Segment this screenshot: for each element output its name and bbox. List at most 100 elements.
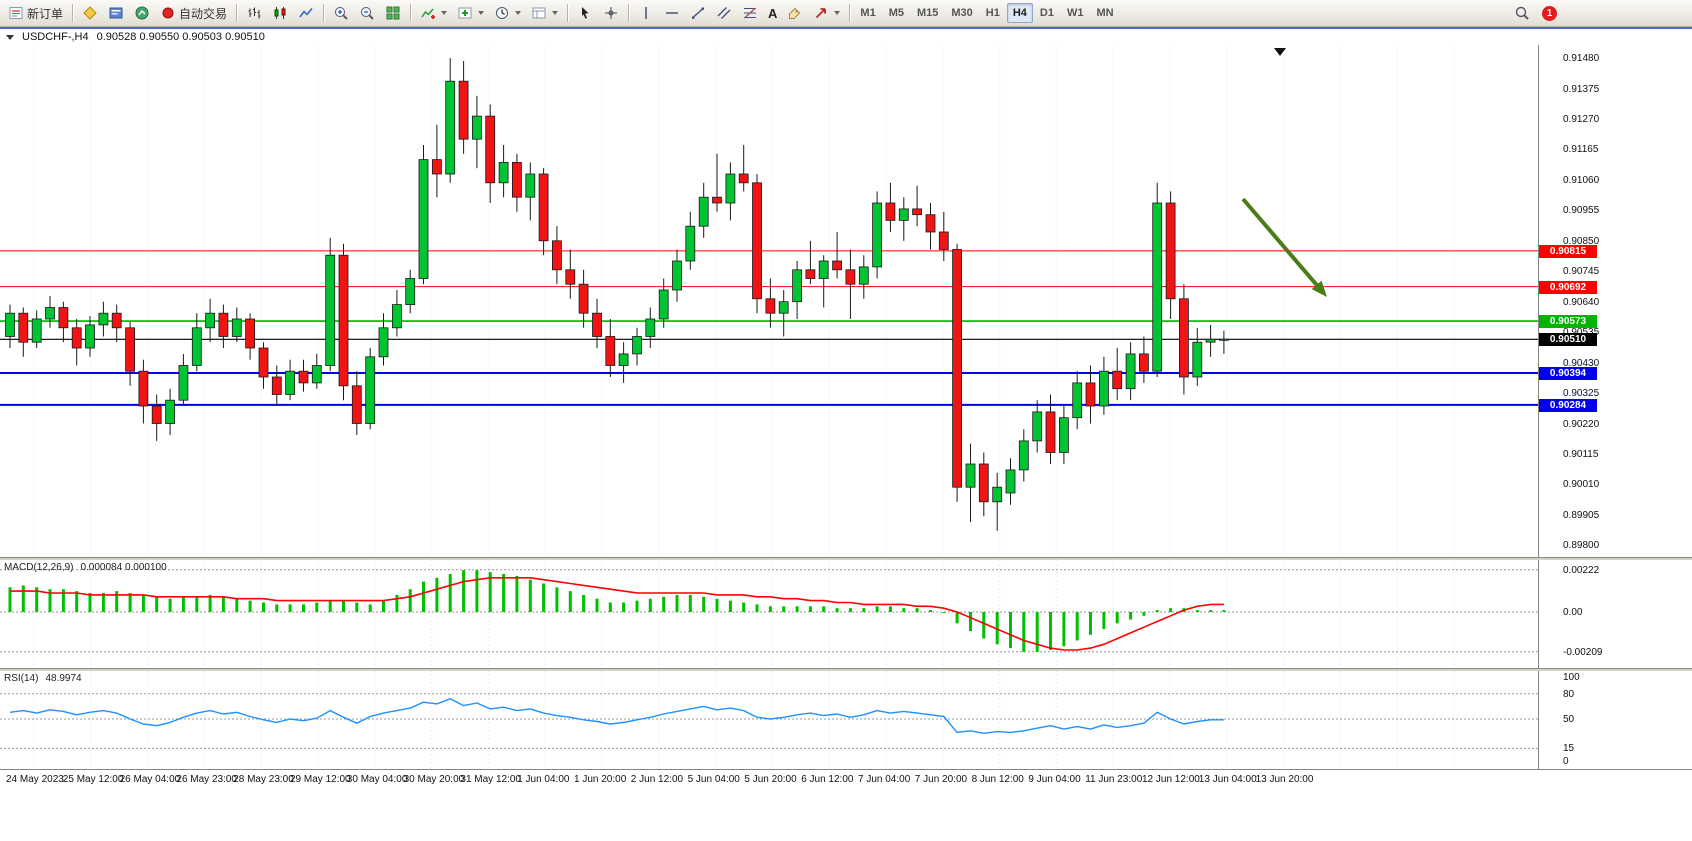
crosshair-button[interactable]: [598, 2, 624, 24]
price-chart-plot[interactable]: [0, 45, 1538, 557]
price-chart-panel[interactable]: 0.91480 0.91375 0.91270 0.91165 0.91060 0.909…: [0, 45, 1692, 557]
tile-windows-button[interactable]: [380, 2, 406, 24]
macd-histogram-bar: [969, 612, 972, 631]
bull-candle: [85, 324, 95, 349]
chart-window: USDCHF-,H4 0.90528 0.90550 0.90503 0.905…: [0, 27, 1692, 841]
macd-histogram-bar: [608, 602, 612, 612]
time-axis[interactable]: 24 May 2023 25 May 12:00 26 May 04:00 26 Ma…: [0, 769, 1692, 790]
price-axis-label: 0.91060: [1563, 174, 1600, 186]
panel-resize-handle[interactable]: [0, 668, 1692, 671]
zoom-out-button[interactable]: [354, 2, 380, 24]
timeframe-h4-button[interactable]: H4: [1006, 3, 1033, 23]
arrows-button[interactable]: [808, 2, 845, 24]
bear-candle: [832, 260, 842, 271]
macd-histogram-bar: [955, 612, 959, 624]
macd-histogram-bar: [1009, 612, 1012, 649]
metaeditor-button[interactable]: [77, 2, 103, 24]
price-axis-label: 0.91270: [1563, 114, 1600, 125]
period-dropdown-button[interactable]: [489, 2, 526, 24]
chart-shift-marker[interactable]: [1274, 48, 1286, 56]
price-axis[interactable]: 0.91480 0.91375 0.91270 0.91165 0.91060 0.909…: [1538, 45, 1692, 557]
cursor-button[interactable]: [572, 2, 598, 24]
rsi-axis[interactable]: 100 80 50 15 0: [1538, 671, 1692, 769]
new-order-button[interactable]: 新订单: [3, 2, 68, 24]
zoom-in-button[interactable]: [328, 2, 354, 24]
bear-candle: [58, 307, 69, 329]
rsi-line: [9, 698, 1224, 734]
chart-collapse-icon[interactable]: [6, 34, 14, 40]
timeframe-w1-button[interactable]: W1: [1066, 7, 1084, 19]
timeframe-m5-button[interactable]: M5: [888, 7, 904, 19]
main-toolbar: 新订单 自动交易: [0, 0, 1692, 27]
bear-candle: [738, 173, 749, 184]
macd-plot[interactable]: [0, 560, 1538, 668]
trendline-button[interactable]: [685, 2, 711, 24]
bull-candle: [618, 353, 629, 366]
price-tag: 0.90394: [1539, 367, 1597, 380]
bear-candle: [458, 80, 469, 140]
macd-panel[interactable]: MACD(12,26,9) 0.000084 0.000100 0.00222 0…: [0, 560, 1692, 668]
panel-resize-handle[interactable]: [0, 557, 1692, 560]
notification-badge[interactable]: 1: [1542, 5, 1557, 21]
macd-histogram-bar: [488, 572, 492, 612]
templates-button[interactable]: [526, 2, 563, 24]
timeframe-m30-button[interactable]: M30: [951, 7, 973, 19]
strategy-tester-button[interactable]: [129, 2, 155, 24]
bar-chart-button[interactable]: [241, 2, 267, 24]
time-axis-label: 6 Jun 12:00: [801, 774, 854, 785]
vertical-line-button[interactable]: [633, 2, 659, 24]
macd-label: MACD(12,26,9) 0.000084 0.000100: [4, 562, 167, 573]
macd-histogram-bar: [355, 602, 359, 612]
terminal-button[interactable]: [103, 2, 129, 24]
timeframe-h1-button[interactable]: H1: [985, 7, 1000, 19]
search-button[interactable]: [1509, 2, 1535, 24]
timeframe-m1-button[interactable]: M1: [860, 7, 876, 19]
text-tool-button[interactable]: A: [763, 2, 782, 24]
trend-arrow-object[interactable]: [1241, 197, 1323, 291]
equidistant-channel-button[interactable]: [711, 2, 737, 24]
toolbar-right-group: 1: [1509, 2, 1557, 24]
chart-title: USDCHF-,H4: [22, 31, 89, 43]
chevron-down-icon: [478, 11, 485, 15]
line-chart-button[interactable]: [293, 2, 319, 24]
bottom-margin: [0, 790, 1692, 841]
macd-signal-line: [10, 576, 1224, 651]
trendline-icon: [692, 7, 705, 19]
rsi-plot[interactable]: [0, 671, 1538, 769]
timeframe-d1-button[interactable]: D1: [1039, 7, 1054, 19]
toolbar-separator: [849, 4, 851, 22]
macd-histogram-bar: [262, 602, 265, 612]
macd-histogram-bar: [742, 602, 746, 612]
macd-histogram-bar: [568, 591, 572, 612]
fibonacci-button[interactable]: [737, 2, 763, 24]
macd-histogram-bar: [168, 598, 172, 612]
bull-candle: [658, 289, 669, 320]
horizontal-line-button[interactable]: [659, 2, 685, 24]
bull-candle: [1192, 341, 1203, 378]
new-order-icon: [9, 7, 23, 19]
price-axis-label: 0.90955: [1563, 205, 1600, 217]
macd-axis-label: 0.00: [1563, 607, 1583, 618]
time-axis-label: 1 Jun 04:00: [517, 774, 570, 785]
new-chart-button[interactable]: [452, 2, 489, 24]
trend-arrow-head: [1311, 280, 1327, 297]
macd-axis[interactable]: 0.00222 0.00 -0.00209: [1538, 560, 1692, 668]
toolbar-separator: [72, 4, 74, 22]
macd-histogram-bar: [755, 604, 759, 612]
bull-candle: [1018, 440, 1029, 471]
bear-candle: [978, 463, 989, 503]
bull-candle: [725, 173, 736, 204]
timeframe-mn-button[interactable]: MN: [1096, 7, 1114, 19]
toolbar-separator: [567, 4, 569, 22]
timeframe-m15-button[interactable]: M15: [916, 7, 939, 19]
rsi-panel[interactable]: RSI(14) 48.9974 100 80 50 15 0: [0, 671, 1692, 769]
text-label-button[interactable]: [782, 2, 808, 24]
bull-candle: [311, 365, 322, 384]
autotrading-button[interactable]: 自动交易: [155, 2, 232, 24]
line-chart-icon: [299, 8, 313, 18]
clock-icon: [496, 7, 509, 19]
candlestick-chart-button[interactable]: [267, 2, 293, 24]
indicators-button[interactable]: [415, 2, 452, 24]
tile-windows-icon: [386, 6, 400, 20]
time-axis-label: 13 Jun 04:00: [1198, 774, 1257, 785]
